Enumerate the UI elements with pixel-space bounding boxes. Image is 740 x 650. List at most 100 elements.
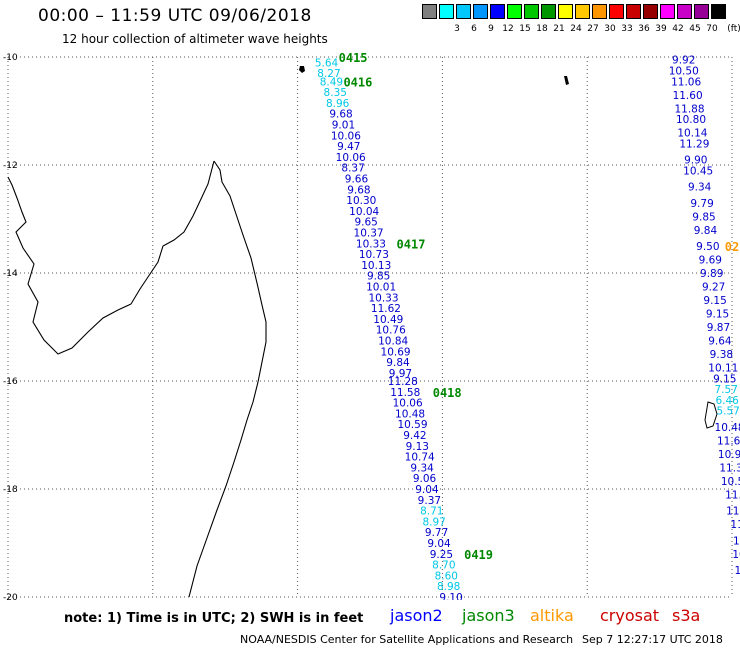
swh-value: 10.01: [366, 282, 396, 294]
axis-labels: 454851545760-10-12-14-16-18-20: [3, 53, 18, 600]
scale-swatch: [609, 4, 624, 19]
swh-value: 10.50: [669, 66, 699, 78]
swh-value: 8.98: [437, 581, 460, 593]
swh-value: 10.80: [676, 114, 706, 126]
lat-tick-label: -12: [3, 161, 18, 171]
swh-value: 9.89: [700, 268, 723, 280]
swh-value: 10.04: [349, 206, 379, 218]
scale-swatch: [558, 4, 573, 19]
swh-value: 9.68: [347, 184, 370, 196]
lat-tick-label: -16: [3, 377, 18, 387]
swh-value: 9.79: [690, 198, 713, 210]
swh-value: 10.49: [373, 314, 403, 326]
swh-value: 10.76: [376, 325, 406, 337]
swh-value: 10.96: [718, 449, 740, 461]
scale-swatch: [541, 4, 556, 19]
scale-label: 45: [689, 24, 701, 34]
scale-swatch: [473, 4, 488, 19]
swh-value: 10.84: [378, 336, 408, 348]
swh-value: 9.77: [425, 527, 448, 539]
pass-time-label: 0417: [397, 237, 426, 251]
swh-value: 8.35: [324, 87, 347, 99]
swh-value: 10: [733, 535, 740, 547]
swh-value: 9.69: [699, 255, 722, 267]
swh-value: 9.04: [415, 484, 439, 496]
swh-value: 9.97: [389, 368, 412, 380]
swh-value: 10.30: [346, 195, 376, 207]
track-east: 9.9210.5011.0611.6011.8810.8010.1411.299…: [669, 55, 740, 577]
pass-time-label: 0418: [433, 386, 462, 400]
satellite-altika: altika: [530, 606, 574, 625]
swh-value: 8.97: [422, 516, 445, 528]
swh-value: 10.33: [368, 292, 398, 304]
swh-value: 9.50: [696, 241, 719, 253]
scale-unit: (ft): [727, 24, 740, 34]
satellite-jason2: jason2: [390, 606, 443, 625]
satellite-cryosat: cryosat: [600, 606, 660, 625]
swh-value: 9.84: [694, 225, 718, 237]
swh-value: 10.54: [721, 476, 740, 488]
swh-value: 8.37: [341, 163, 364, 175]
swh-value: 9.01: [332, 120, 355, 132]
swh-value: 11.60: [673, 90, 703, 102]
generated-timestamp: Sep 7 12:27:17 UTC 2018: [582, 633, 723, 646]
lat-tick-label: -20: [3, 593, 18, 600]
units-note: note: 1) Time is in UTC; 2) SWH is in fe…: [64, 611, 364, 626]
lat-tick-label: -18: [3, 485, 18, 495]
swh-value: 11.62: [371, 303, 401, 315]
scale-label: 15: [519, 24, 531, 34]
swh-value: 10.14: [677, 128, 707, 140]
swh-value: 10.: [732, 549, 740, 561]
pass-time-labels: 0415 0416 0417 0418 0419 0212: [339, 51, 740, 562]
altimeter-map: 454851545760-10-12-14-16-18-20 5.648.278…: [3, 51, 740, 600]
swh-value: 10.45: [683, 165, 713, 177]
swh-value: 8.71: [420, 506, 443, 518]
swh-value: 9.66: [345, 174, 369, 186]
scale-label: 6: [471, 24, 477, 34]
swh-value: 11.28: [388, 376, 418, 388]
scale-label: 12: [502, 24, 514, 34]
swh-value: 9.64: [708, 336, 732, 348]
swh-value: 10.13: [361, 260, 391, 272]
swh-value: 9.34: [410, 462, 434, 474]
swh-value: 11.: [730, 519, 740, 531]
lat-tick-label: -14: [3, 269, 18, 279]
swh-value: 10.74: [405, 452, 435, 464]
scale-label: 3: [454, 24, 460, 34]
swh-value: 11.5: [726, 506, 740, 518]
swh-value: 9.90: [684, 155, 707, 167]
swh-value: 9.47: [337, 141, 360, 153]
pass-time-label: 0416: [343, 75, 372, 89]
track-west: 5.648.278.498.358.969.689.0110.069.4710.…: [315, 57, 463, 600]
swh-value: 9.65: [354, 217, 377, 229]
swh-value: 10: [734, 565, 740, 577]
swh-value: 10.69: [381, 346, 411, 358]
scale-label: 21: [553, 24, 565, 34]
swh-values: 5.648.278.498.358.969.689.0110.069.4710.…: [315, 55, 740, 600]
scale-swatch: [592, 4, 607, 19]
small-island-3: [704, 401, 718, 429]
swh-value: 9.15: [703, 295, 726, 307]
swh-value: 11.88: [674, 103, 704, 115]
scale-label: 33: [621, 24, 633, 34]
scale-swatch: [439, 4, 454, 19]
swh-value: 10.11: [708, 363, 738, 375]
swh-value: 8.27: [317, 68, 340, 80]
swh-value: 5.57: [716, 406, 739, 418]
map-subtitle: 12 hour collection of altimeter wave hei…: [62, 32, 328, 46]
swh-value: 10.59: [397, 419, 427, 431]
scale-swatch: [422, 4, 437, 19]
scale-label: 70: [706, 24, 718, 34]
swh-value: 9.85: [367, 271, 390, 283]
scale-swatch: [643, 4, 658, 19]
scale-label: 24: [570, 24, 582, 34]
credit-text: NOAA/NESDIS Center for Satellite Applica…: [240, 633, 574, 646]
scale-label: 18: [536, 24, 548, 34]
small-island-2: [564, 76, 569, 85]
satellite-s3a: s3a: [672, 606, 701, 625]
scale-swatch: [575, 4, 590, 19]
map-frame: [8, 57, 732, 597]
swh-value: 9.06: [413, 473, 437, 485]
swh-value: 10.06: [336, 152, 366, 164]
swh-value: 9.38: [710, 349, 733, 361]
